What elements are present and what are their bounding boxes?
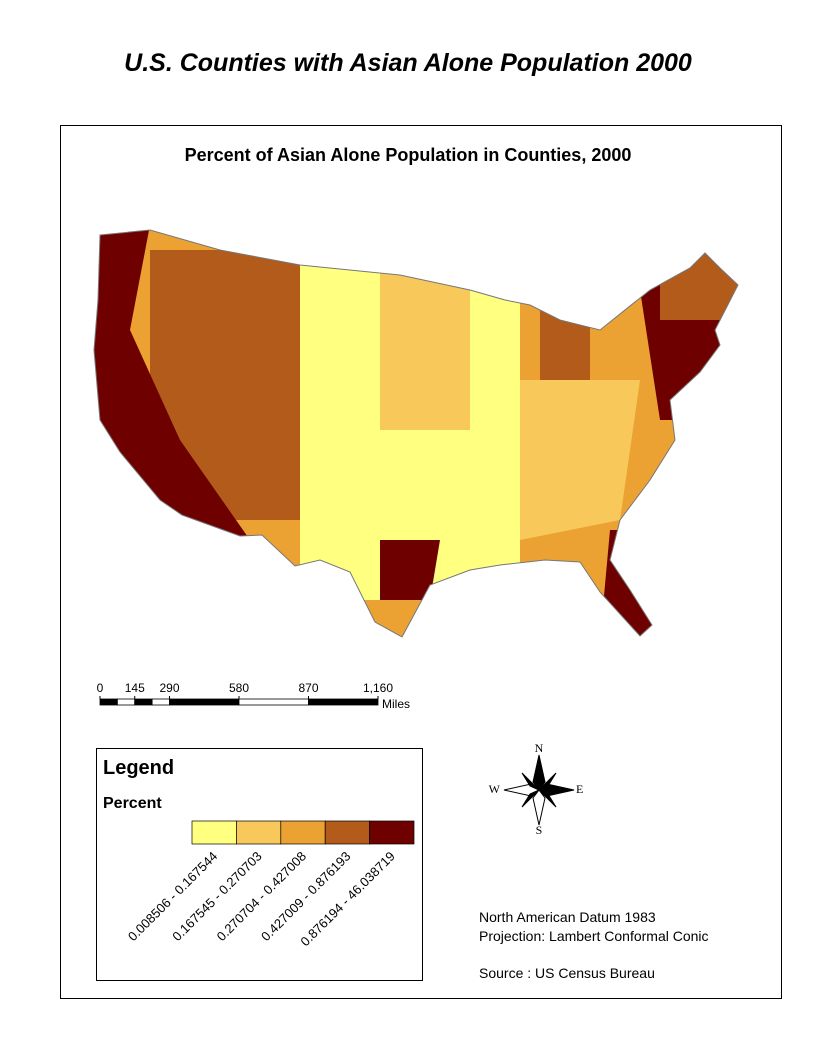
scale-segment bbox=[116, 698, 136, 706]
legend-swatch bbox=[236, 820, 282, 845]
scale-segment bbox=[238, 698, 309, 706]
scale-segment bbox=[169, 698, 240, 706]
compass: N S W E bbox=[489, 741, 584, 837]
legend-swatch bbox=[191, 820, 237, 845]
map-region bbox=[94, 230, 250, 540]
page-title: U.S. Counties with Asian Alone Populatio… bbox=[124, 49, 692, 77]
note: Source : US Census Bureau bbox=[479, 965, 655, 981]
us-outline bbox=[93, 229, 739, 638]
note: North American Datum 1983 bbox=[479, 909, 656, 925]
scale-segment bbox=[308, 698, 379, 706]
county-map bbox=[94, 230, 738, 637]
scale-segment bbox=[151, 698, 170, 706]
legend-swatch bbox=[369, 820, 415, 845]
note: Projection: Lambert Conformal Conic bbox=[479, 928, 709, 944]
scale-label: 0 bbox=[97, 681, 104, 695]
compass-point bbox=[538, 789, 557, 808]
compass-s: S bbox=[536, 823, 543, 837]
legend-title: Legend bbox=[103, 757, 174, 779]
compass-point bbox=[521, 789, 540, 808]
compass-point bbox=[538, 772, 557, 791]
compass-e: E bbox=[576, 782, 583, 796]
compass-point bbox=[532, 789, 546, 826]
map-region bbox=[660, 240, 738, 320]
legend-field: Percent bbox=[103, 795, 162, 812]
map-region bbox=[540, 300, 590, 380]
scale-label: 870 bbox=[298, 681, 318, 695]
scale-label: 290 bbox=[159, 681, 179, 695]
legend-swatch bbox=[324, 820, 370, 845]
scale-label: 1,160 bbox=[363, 681, 393, 695]
map-region bbox=[380, 260, 470, 430]
map-region bbox=[380, 540, 440, 600]
compass-point bbox=[521, 772, 540, 791]
map-title: Percent of Asian Alone Population in Cou… bbox=[185, 145, 632, 165]
scale-label: 145 bbox=[125, 681, 145, 695]
scale-unit: Miles bbox=[382, 697, 410, 711]
compass-w: W bbox=[489, 782, 501, 796]
map-region bbox=[520, 380, 640, 540]
legend-box bbox=[96, 748, 423, 981]
scale-bar: 0 145 290 580 870 1,160 Miles bbox=[97, 681, 410, 711]
legend-swatch bbox=[280, 820, 326, 845]
compass-n: N bbox=[535, 741, 544, 755]
compass-point bbox=[532, 754, 546, 791]
scale-segment bbox=[99, 698, 118, 706]
map-frame bbox=[60, 125, 782, 999]
scale-segment bbox=[134, 698, 153, 706]
scale-label: 580 bbox=[229, 681, 249, 695]
